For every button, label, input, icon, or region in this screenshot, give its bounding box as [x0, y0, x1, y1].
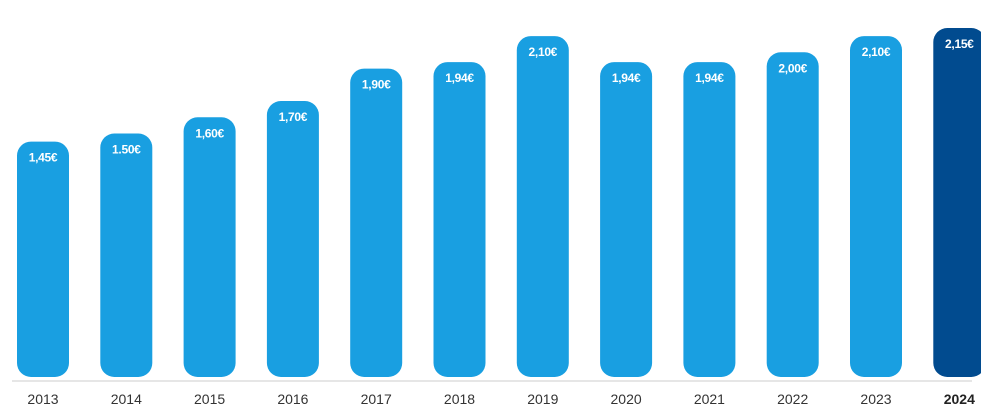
data-label-2022: 2,00€ — [778, 61, 807, 75]
x-tick-label-2023: 2023 — [860, 391, 891, 407]
data-label-2019: 2,10€ — [529, 45, 558, 59]
bar-2014 — [100, 133, 153, 377]
x-tick-label-2021: 2021 — [694, 391, 725, 407]
bar-2023 — [850, 36, 902, 377]
x-tick-label-2017: 2017 — [361, 391, 392, 407]
x-tick-label-2013: 2013 — [27, 391, 58, 407]
x-tick-labels-group: 2013 2014 2015 2016 2017 2018 2019 2020 2021 2022… — [27, 391, 975, 407]
x-tick-label-2020: 2020 — [611, 391, 642, 407]
data-label-2021: 1,94€ — [695, 71, 724, 85]
bar-2024 — [933, 28, 981, 377]
data-label-2014: 1.50€ — [112, 143, 141, 157]
bar-2021 — [683, 62, 736, 377]
bar-2015 — [183, 117, 236, 378]
bar-2020 — [600, 62, 653, 377]
bar-2022 — [766, 52, 819, 378]
x-tick-label-2018: 2018 — [444, 391, 475, 407]
bar-2016 — [266, 101, 319, 377]
x-tick-label-2024: 2024 — [944, 391, 975, 407]
data-label-2018: 1,94€ — [445, 71, 474, 85]
data-label-2023: 2,10€ — [862, 45, 891, 59]
bar-2013 — [17, 141, 69, 377]
x-tick-label-2015: 2015 — [194, 391, 225, 407]
bars-group — [17, 28, 981, 378]
data-labels-group: 1,45€ 1.50€ 1,60€ 1,70€ 1,90€ 1,94€ 2,10€ 1,94€… — [29, 37, 975, 165]
data-label-2013: 1,45€ — [29, 151, 58, 165]
data-label-2024: 2,15€ — [945, 37, 974, 51]
x-tick-label-2016: 2016 — [277, 391, 308, 407]
x-tick-label-2022: 2022 — [777, 391, 808, 407]
bar-2018 — [433, 62, 486, 377]
data-label-2020: 1,94€ — [612, 71, 641, 85]
bar-2017 — [350, 68, 403, 377]
data-label-2015: 1,60€ — [195, 126, 224, 140]
bar-2019 — [516, 36, 569, 377]
data-label-2017: 1,90€ — [362, 78, 391, 92]
x-tick-label-2019: 2019 — [527, 391, 558, 407]
x-tick-label-2014: 2014 — [111, 391, 142, 407]
data-label-2016: 1,70€ — [279, 110, 308, 124]
